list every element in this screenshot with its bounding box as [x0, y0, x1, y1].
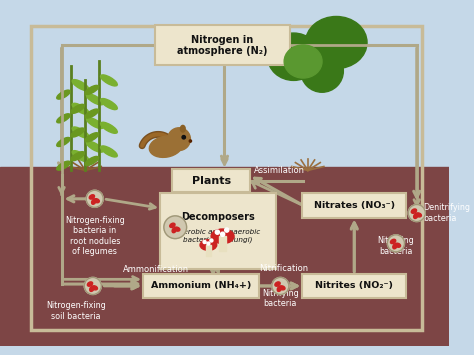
- Ellipse shape: [92, 286, 98, 290]
- Circle shape: [207, 242, 210, 245]
- Ellipse shape: [149, 136, 182, 157]
- Ellipse shape: [100, 99, 117, 110]
- Text: Plants: Plants: [191, 176, 231, 186]
- FancyBboxPatch shape: [160, 193, 276, 269]
- Ellipse shape: [89, 195, 94, 199]
- Circle shape: [189, 140, 191, 142]
- Ellipse shape: [86, 94, 103, 105]
- Ellipse shape: [72, 80, 89, 91]
- Circle shape: [168, 128, 191, 151]
- Ellipse shape: [86, 141, 103, 152]
- Ellipse shape: [100, 146, 117, 157]
- Ellipse shape: [395, 243, 401, 247]
- Ellipse shape: [57, 161, 70, 170]
- FancyBboxPatch shape: [302, 193, 406, 218]
- Text: Nitrification: Nitrification: [260, 264, 309, 273]
- Ellipse shape: [94, 199, 100, 203]
- Text: Denitrifying
bacteria: Denitrifying bacteria: [423, 203, 470, 223]
- Ellipse shape: [414, 213, 418, 218]
- Ellipse shape: [393, 244, 397, 249]
- Circle shape: [220, 232, 225, 236]
- Ellipse shape: [391, 239, 396, 244]
- Ellipse shape: [87, 282, 92, 286]
- Circle shape: [387, 235, 404, 252]
- Circle shape: [408, 204, 425, 222]
- Circle shape: [182, 136, 185, 139]
- Ellipse shape: [280, 286, 285, 290]
- FancyBboxPatch shape: [206, 245, 210, 256]
- Text: Nitrogen-fixing
bacteria in
root nodules
of legumes: Nitrogen-fixing bacteria in root nodules…: [65, 216, 125, 256]
- Ellipse shape: [71, 152, 84, 161]
- Ellipse shape: [86, 118, 103, 129]
- FancyBboxPatch shape: [143, 274, 259, 298]
- Ellipse shape: [100, 122, 117, 133]
- Text: Nitrites (NO₂⁻): Nitrites (NO₂⁻): [315, 282, 393, 290]
- Ellipse shape: [305, 16, 367, 69]
- Ellipse shape: [71, 104, 84, 113]
- Ellipse shape: [90, 286, 94, 291]
- Circle shape: [84, 277, 101, 295]
- Ellipse shape: [72, 151, 89, 162]
- FancyBboxPatch shape: [173, 169, 250, 192]
- Circle shape: [210, 239, 213, 242]
- FancyBboxPatch shape: [219, 236, 226, 251]
- Text: Nitrates (NO₃⁻): Nitrates (NO₃⁻): [314, 201, 395, 210]
- Circle shape: [203, 240, 206, 244]
- Ellipse shape: [85, 133, 99, 142]
- Ellipse shape: [72, 127, 89, 138]
- Ellipse shape: [57, 114, 70, 123]
- FancyBboxPatch shape: [302, 274, 406, 298]
- Ellipse shape: [416, 213, 421, 217]
- Circle shape: [164, 216, 187, 239]
- Ellipse shape: [275, 282, 280, 286]
- Ellipse shape: [85, 157, 99, 165]
- Ellipse shape: [411, 209, 417, 213]
- Ellipse shape: [57, 90, 70, 99]
- Ellipse shape: [200, 240, 217, 250]
- Ellipse shape: [91, 199, 96, 204]
- Text: Ammonium (NH₄+): Ammonium (NH₄+): [151, 282, 251, 290]
- Ellipse shape: [100, 75, 117, 86]
- Text: Decomposers: Decomposers: [181, 212, 255, 222]
- Text: Nitrifying
bacteria: Nitrifying bacteria: [262, 289, 299, 308]
- Text: (aerobic and anaerobic
bacteria and fungi): (aerobic and anaerobic bacteria and fung…: [176, 229, 260, 243]
- Text: Assimilation: Assimilation: [254, 166, 305, 175]
- Circle shape: [86, 190, 103, 207]
- Circle shape: [272, 277, 289, 295]
- Ellipse shape: [85, 85, 99, 94]
- Ellipse shape: [301, 50, 343, 92]
- FancyBboxPatch shape: [155, 26, 290, 65]
- Text: Nitrogen in
atmosphere (N₂): Nitrogen in atmosphere (N₂): [177, 34, 268, 56]
- Ellipse shape: [268, 33, 319, 81]
- Text: Nitrifying
bacteria: Nitrifying bacteria: [378, 236, 414, 256]
- Circle shape: [225, 228, 229, 232]
- Ellipse shape: [72, 103, 89, 114]
- Ellipse shape: [211, 229, 234, 244]
- Ellipse shape: [277, 286, 282, 291]
- Circle shape: [215, 230, 219, 234]
- Ellipse shape: [57, 137, 70, 147]
- Ellipse shape: [181, 125, 185, 132]
- Ellipse shape: [170, 223, 175, 228]
- Text: Ammonification: Ammonification: [123, 265, 190, 274]
- Ellipse shape: [85, 109, 99, 118]
- Ellipse shape: [172, 228, 176, 233]
- Text: Nitrogen-fixing
soil bacteria: Nitrogen-fixing soil bacteria: [46, 301, 106, 321]
- Ellipse shape: [174, 227, 180, 231]
- Bar: [0, 168, 449, 346]
- Ellipse shape: [284, 45, 322, 78]
- Bar: [31, 26, 421, 329]
- Ellipse shape: [71, 128, 84, 137]
